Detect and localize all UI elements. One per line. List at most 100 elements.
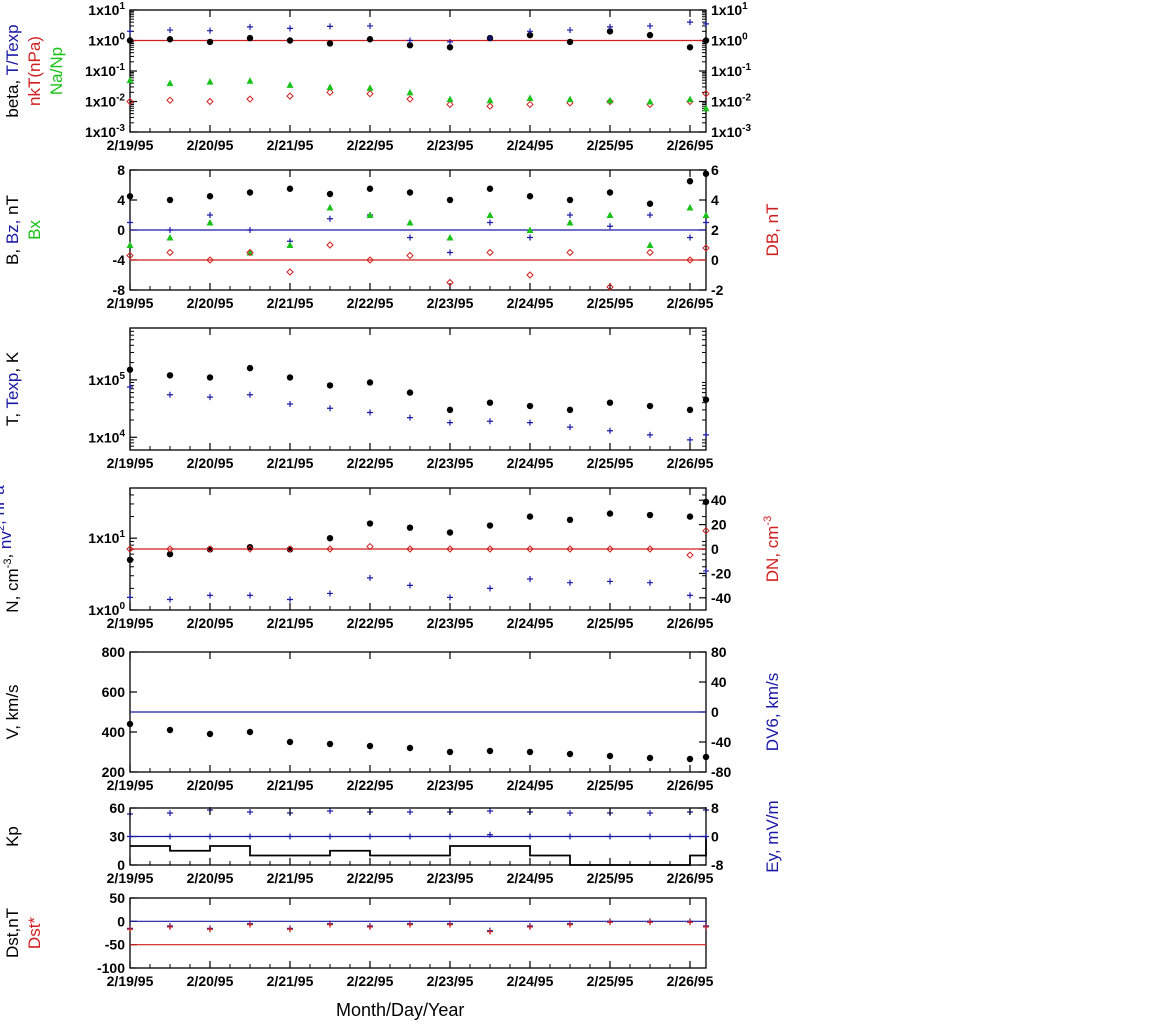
dst-xtick-label: 2/21/95 bbox=[267, 973, 314, 989]
plasma-ratios-point-T/Texp bbox=[327, 23, 333, 30]
density-point-nv2 bbox=[287, 596, 293, 603]
velocity-ylabel: V, km/s bbox=[3, 684, 22, 739]
density-point-nv2 bbox=[207, 592, 213, 599]
magnetic-field-point-DB bbox=[166, 248, 174, 257]
temperature-point-T bbox=[526, 402, 534, 410]
magnetic-field-point-Bx bbox=[286, 241, 294, 248]
magnetic-field-point-Bx bbox=[646, 241, 654, 248]
velocity-ytick-right-label: 80 bbox=[711, 644, 727, 660]
magnetic-field-point-B bbox=[206, 193, 214, 200]
temperature-point-T bbox=[406, 389, 414, 396]
plasma-ratios-point-Na/Np bbox=[326, 83, 334, 90]
plasma-ratios-point-T/Texp bbox=[527, 28, 533, 35]
plasma-ratios-xtick-label: 2/24/95 bbox=[507, 137, 554, 153]
plasma-ratios-ytick-right-label: 1x101 bbox=[711, 1, 748, 18]
dst-point-Dst* bbox=[567, 921, 573, 928]
density-point-nv2 bbox=[327, 590, 333, 597]
kp-ey-point-Ey bbox=[207, 833, 213, 840]
kp-ey-point-Ey bbox=[127, 833, 133, 840]
velocity-point-V bbox=[166, 726, 174, 734]
magnetic-field-point-Bx bbox=[606, 211, 614, 218]
velocity-ytick-right-label: -80 bbox=[711, 764, 731, 780]
density-point-nv2 bbox=[487, 585, 493, 592]
plasma-ratios-point-T/Texp bbox=[367, 22, 373, 29]
density-ytick-right-label: -40 bbox=[711, 590, 731, 606]
velocity-xtick-label: 2/22/95 bbox=[347, 777, 394, 793]
density-point-nv2 bbox=[527, 576, 533, 583]
plasma-ratios-point-Na/Np bbox=[702, 104, 710, 112]
plasma-ratios-point-T/Texp bbox=[167, 27, 173, 34]
temperature-point-Texp bbox=[567, 424, 573, 431]
density-xtick-label: 2/21/95 bbox=[267, 615, 314, 631]
temperature-xtick-label: 2/26/95 bbox=[667, 455, 714, 471]
velocity-point-V bbox=[702, 753, 710, 761]
plasma-ratios-xtick-label: 2/22/95 bbox=[347, 137, 394, 153]
density-xtick-label: 2/26/95 bbox=[667, 615, 714, 631]
plasma-ratios-point-nkT bbox=[206, 97, 214, 106]
kp-ey-series-Kp bbox=[130, 836, 707, 866]
plasma-ratios-point-Na/Np bbox=[526, 94, 534, 102]
dst-xtick-label: 2/23/95 bbox=[427, 973, 474, 989]
density-point-DN bbox=[702, 526, 710, 535]
velocity-xtick-label: 2/20/95 bbox=[187, 777, 234, 793]
density-point-N bbox=[326, 534, 334, 542]
magnetic-field-point-DB bbox=[246, 248, 254, 257]
density-point-DN bbox=[686, 551, 694, 559]
magnetic-field-ytick-right-label: 2 bbox=[711, 222, 719, 238]
temperature-point-T bbox=[246, 364, 254, 372]
kp-ey-xtick-label: 2/19/95 bbox=[107, 870, 154, 886]
magnetic-field-point-Bz bbox=[447, 249, 453, 256]
kp-ey-point-Ey bbox=[447, 833, 453, 840]
plasma-ratios-xtick-label: 2/19/95 bbox=[107, 137, 154, 153]
plasma-ratios-point-Na/Np bbox=[126, 76, 134, 84]
magnetic-field-point-Bx bbox=[702, 211, 710, 218]
magnetic-field-point-DB bbox=[126, 251, 134, 260]
density-xtick-label: 2/23/95 bbox=[427, 615, 474, 631]
plasma-ratios-point-nkT bbox=[246, 95, 254, 103]
kp-ey-point-Ey bbox=[367, 833, 373, 840]
velocity-xtick-label: 2/23/95 bbox=[427, 777, 474, 793]
density-point-nv2 bbox=[407, 582, 413, 589]
magnetic-field-point-Bx bbox=[446, 234, 454, 241]
plasma-ratios-point-beta bbox=[206, 38, 214, 46]
plasma-ratios-point-nkT bbox=[526, 100, 534, 109]
plasma-ratios-point-Na/Np bbox=[206, 78, 214, 85]
plasma-ratios-point-beta bbox=[126, 37, 134, 44]
velocity-point-V bbox=[486, 747, 494, 755]
temperature-point-Texp bbox=[607, 427, 613, 434]
temperature-point-Texp bbox=[367, 409, 373, 416]
magnetic-field-point-B bbox=[126, 193, 134, 200]
plasma-ratios-point-beta bbox=[326, 40, 334, 47]
dst-ytick-label: -100 bbox=[97, 960, 125, 976]
magnetic-field-point-Bz bbox=[207, 212, 213, 218]
kp-ey-ytick-label: 0 bbox=[117, 857, 125, 873]
magnetic-field-xtick-label: 2/24/95 bbox=[507, 295, 554, 311]
velocity-point-DV6 bbox=[247, 809, 253, 815]
density-point-nv2 bbox=[367, 574, 373, 581]
plasma-ratios-ytick-label: 1x10-3 bbox=[85, 123, 125, 140]
dst-point-Dst* bbox=[127, 926, 133, 933]
density-ytick-label: 1x101 bbox=[88, 529, 125, 546]
density-point-nv2 bbox=[647, 579, 653, 586]
temperature-point-T bbox=[166, 372, 174, 379]
plasma-ratios-point-nkT bbox=[166, 96, 174, 104]
density-point-N bbox=[566, 516, 574, 524]
velocity-point-DV6 bbox=[407, 809, 413, 815]
kp-ey-ylabel-right: Ey, mV/m bbox=[763, 800, 782, 872]
density-xtick-label: 2/24/95 bbox=[507, 615, 554, 631]
density-point-nv2 bbox=[167, 596, 173, 603]
magnetic-field-point-B bbox=[166, 196, 174, 204]
density-point-nv2 bbox=[687, 592, 693, 599]
plasma-ratios-point-beta bbox=[566, 38, 574, 46]
magnetic-field-ytick-right-label: 0 bbox=[711, 252, 719, 268]
dst-point-Dst* bbox=[207, 926, 213, 933]
plasma-ratios-point-T/Texp bbox=[247, 23, 253, 30]
plasma-ratios-ylabel: beta, T/Texp bbox=[3, 24, 22, 117]
plasma-ratios-point-nkT bbox=[366, 90, 374, 98]
density-point-N bbox=[702, 498, 710, 506]
dst-point-Dst* bbox=[607, 919, 613, 926]
dst-point-Dst* bbox=[407, 921, 413, 928]
plasma-ratios-ytick-right-label: 1x10-3 bbox=[711, 123, 751, 140]
velocity-point-V bbox=[566, 750, 574, 758]
density-ylabel: N, cm-3, nv2, nPa bbox=[0, 485, 22, 613]
